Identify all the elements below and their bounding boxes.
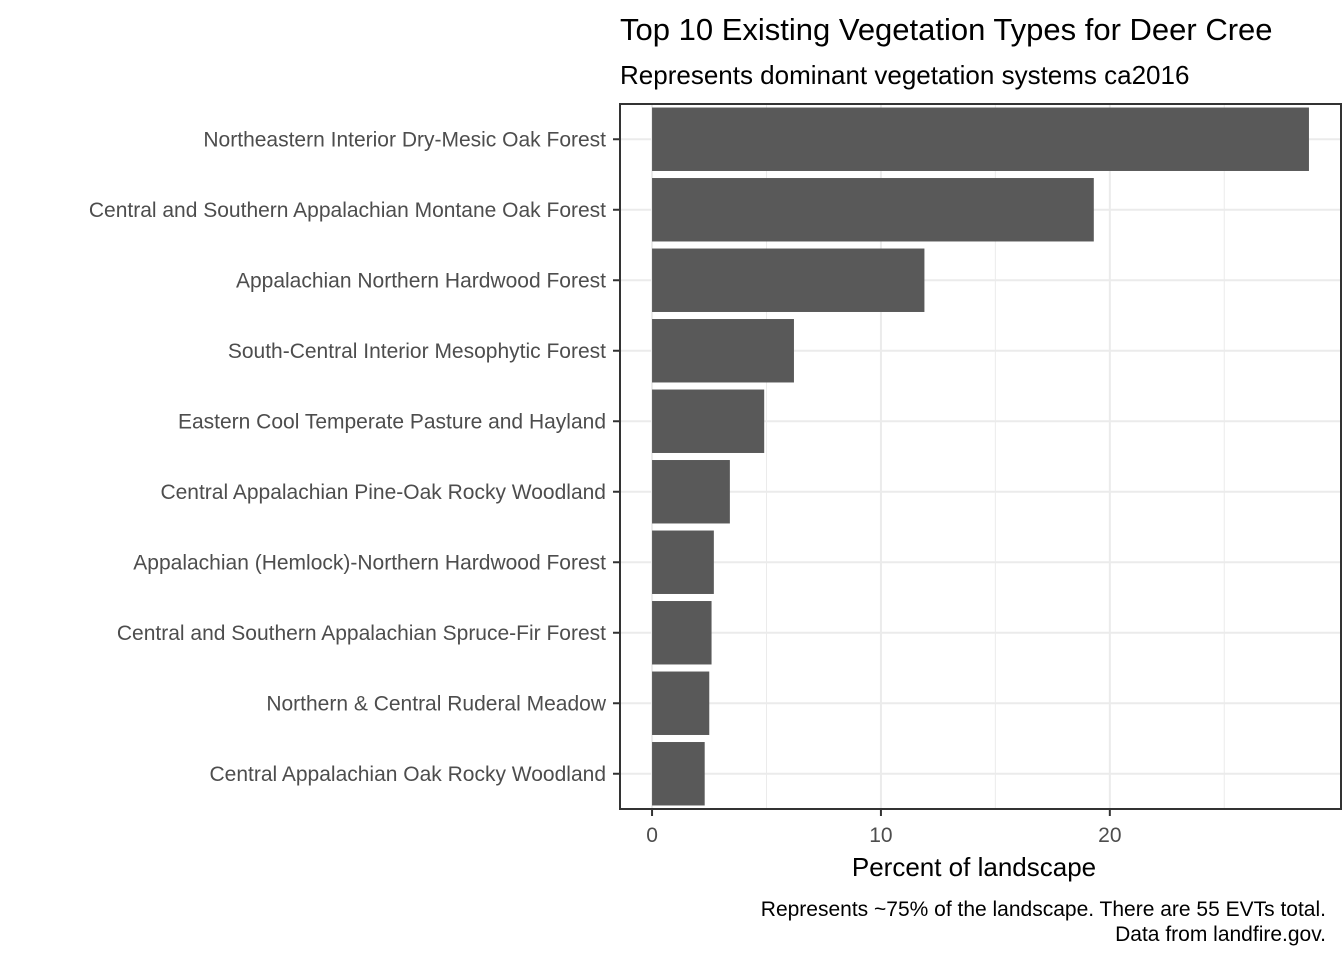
category-label: Central Appalachian Pine-Oak Rocky Woodl… [160,481,606,504]
x-tick-label: 10 [869,824,892,847]
category-label: Central Appalachian Oak Rocky Woodland [209,763,606,786]
x-tick-label: 20 [1098,824,1121,847]
bar-7 [652,530,714,594]
panel-border [619,103,1342,810]
bar-4 [652,319,794,383]
category-label: South-Central Interior Mesophytic Forest [228,340,606,363]
plot-panel: Northeastern Interior Dry-Mesic Oak Fore… [89,103,1342,847]
chart-title: Top 10 Existing Vegetation Types for Dee… [620,12,1273,47]
category-label: Appalachian Northern Hardwood Forest [236,269,606,292]
x-axis-title: Percent of landscape [852,852,1096,882]
bar-2 [652,178,1094,242]
category-label: Central and Southern Appalachian Montane… [89,199,606,222]
category-label: Appalachian (Hemlock)-Northern Hardwood … [133,551,606,574]
bar-3 [652,248,925,312]
bar-6 [652,460,730,524]
bar-8 [652,601,712,665]
chart-subtitle: Represents dominant vegetation systems c… [620,60,1189,90]
caption-line-2: Data from landfire.gov. [1115,923,1326,946]
bar-1 [652,107,1309,171]
category-label: Northern & Central Ruderal Meadow [266,692,606,715]
category-label: Eastern Cool Temperate Pasture and Hayla… [178,410,606,433]
x-tick-label: 0 [646,824,658,847]
category-label: Central and Southern Appalachian Spruce-… [117,622,606,645]
caption-line-1: Represents ~75% of the landscape. There … [761,898,1326,921]
bar-9 [652,671,710,735]
bar-5 [652,389,765,453]
category-label: Northeastern Interior Dry-Mesic Oak Fore… [203,128,606,151]
bar-10 [652,742,705,806]
